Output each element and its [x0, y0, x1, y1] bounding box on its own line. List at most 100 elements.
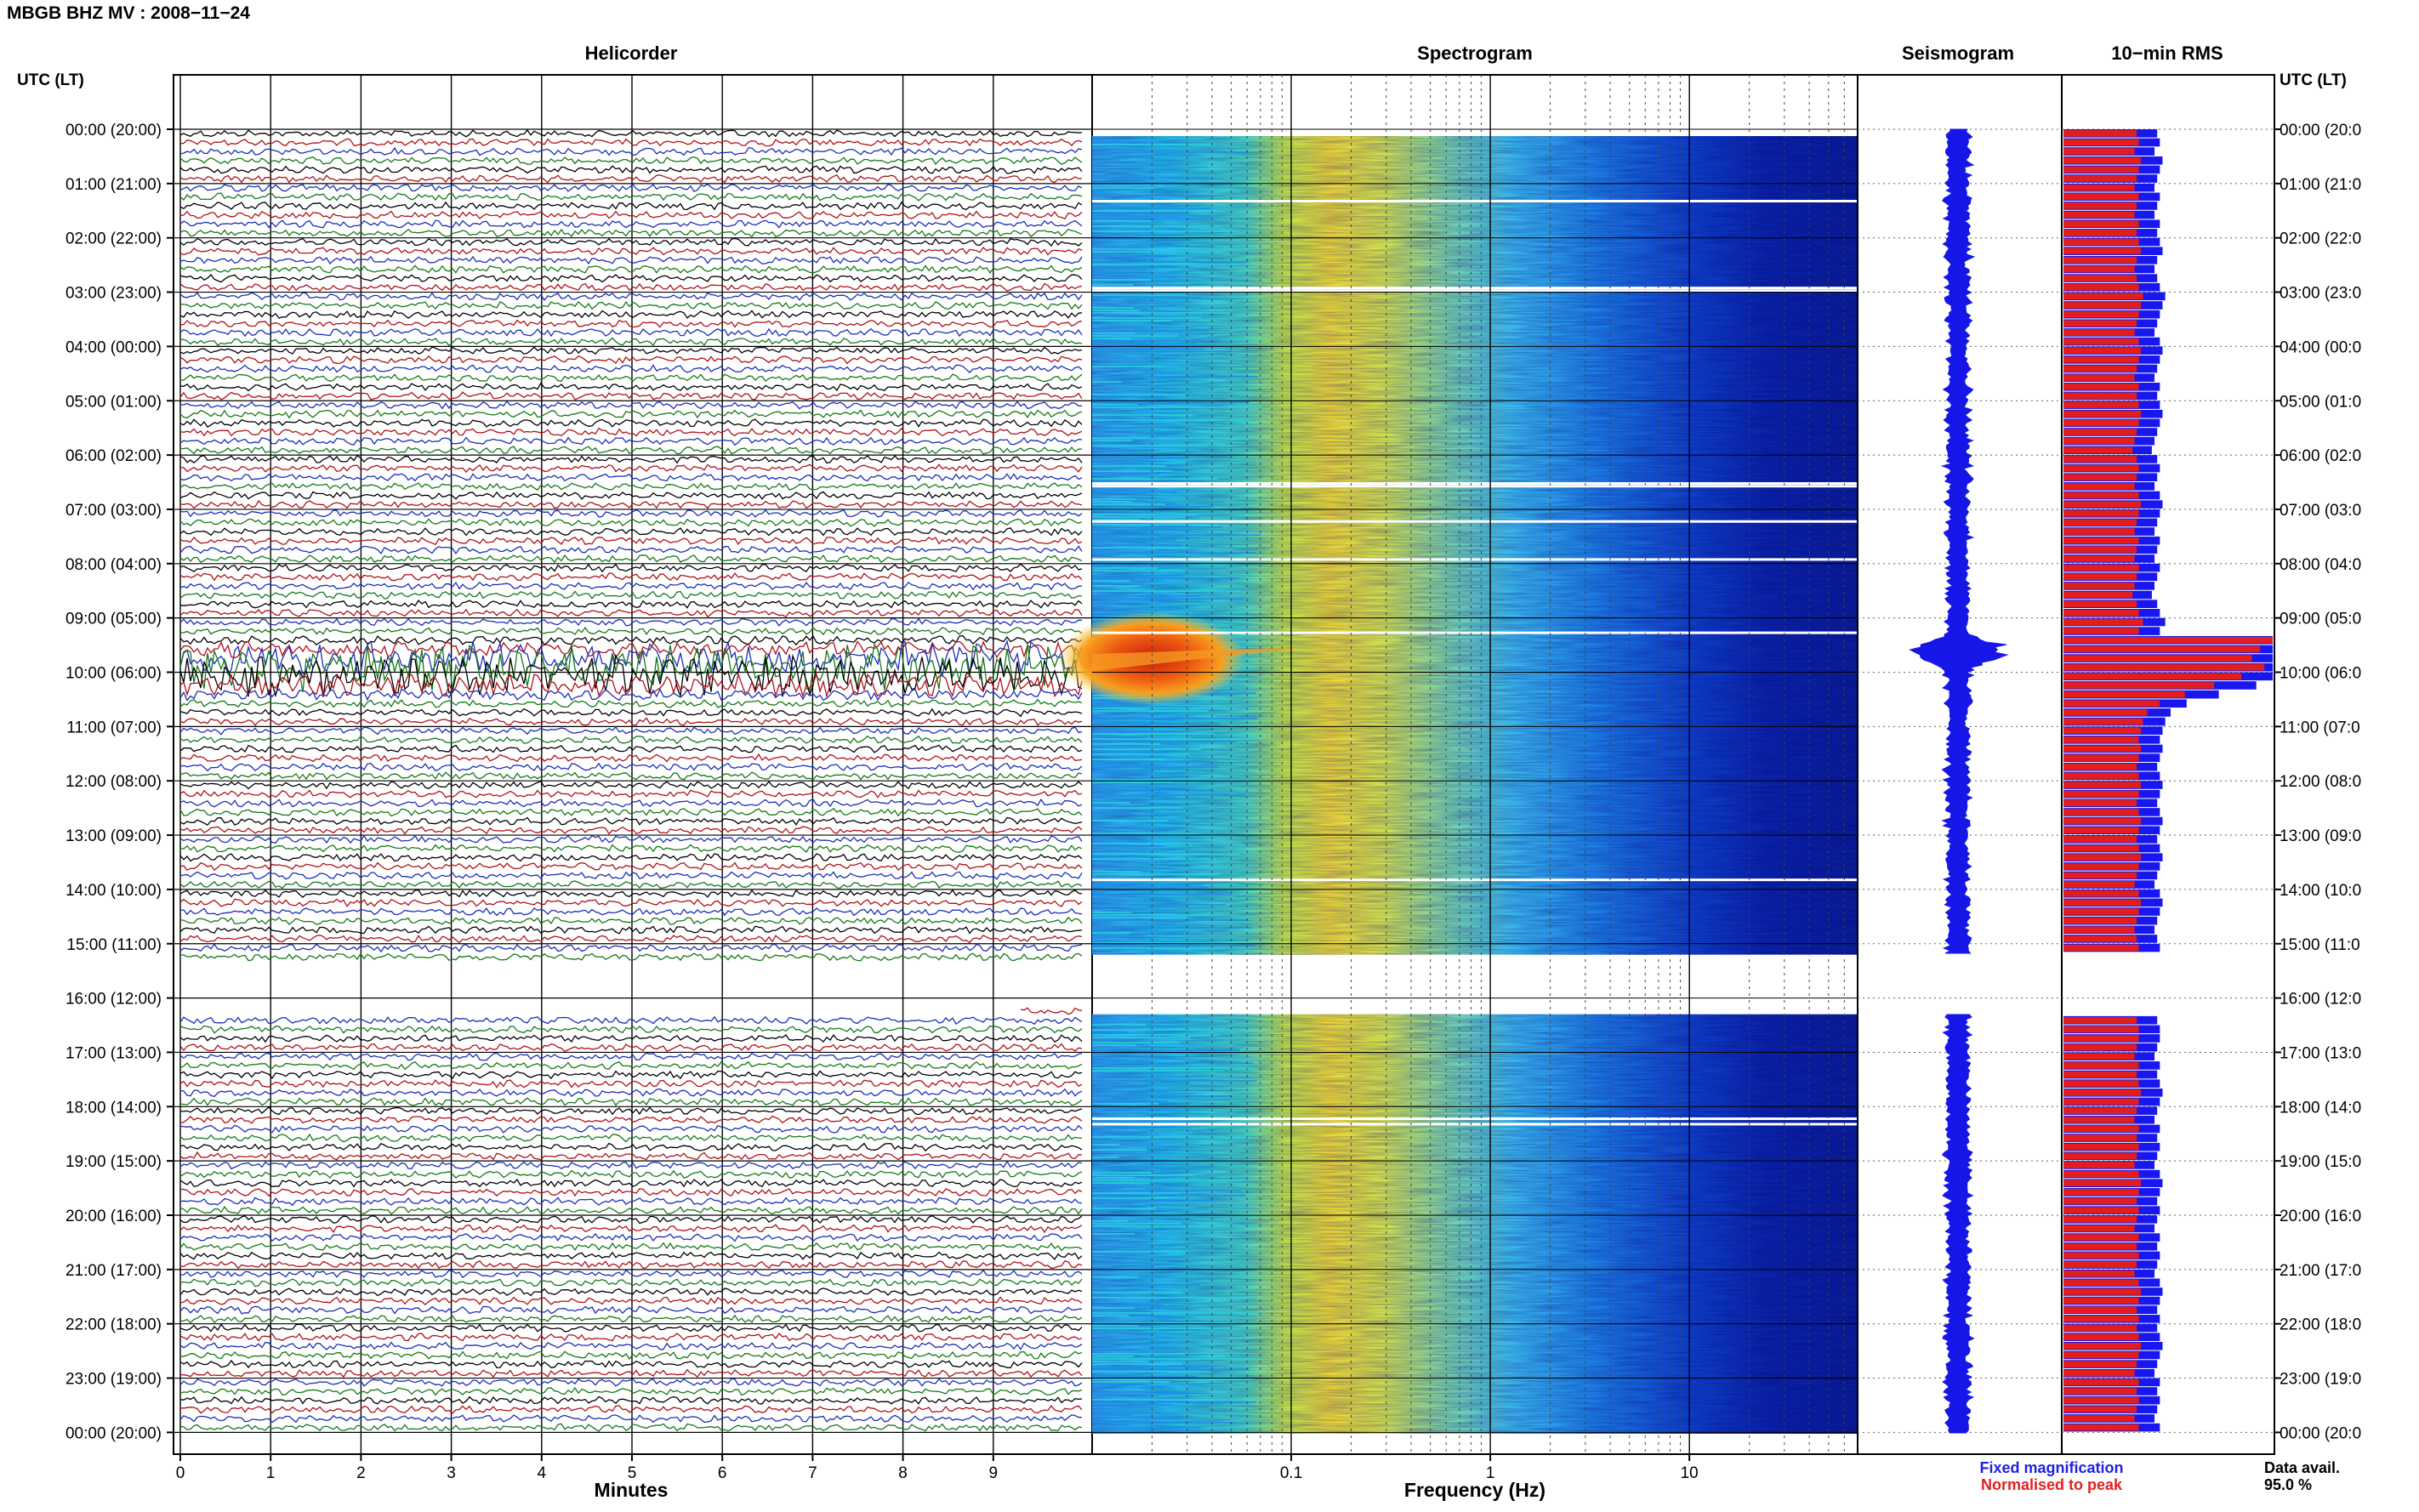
helicorder-line — [179, 1142, 1083, 1152]
helicorder-line — [179, 708, 1083, 718]
helicorder-line — [179, 527, 1083, 537]
y-tick-label-left: 23:00 (19:00) — [65, 1371, 162, 1389]
helicorder-line — [179, 210, 1083, 220]
helicorder-line — [179, 653, 1083, 698]
rms-bar-normalised — [2063, 645, 2261, 653]
helicorder-line — [179, 943, 1083, 953]
helicorder-line — [179, 473, 1083, 482]
helicorder-traces — [179, 129, 1083, 1432]
helicorder-line — [179, 1151, 1083, 1161]
helicorder-line — [179, 634, 1083, 646]
y-tick-label-left: 14:00 (10:00) — [65, 882, 162, 900]
rms-bar-normalised — [2063, 166, 2139, 173]
helicorder-line — [179, 1124, 1083, 1134]
y-tick-label-right: 00:00 (20:0 — [2280, 122, 2361, 139]
helicorder-line — [179, 346, 1083, 355]
rms-bar-normalised — [2063, 1324, 2137, 1332]
rms-bar-normalised — [2063, 1134, 2137, 1141]
rms-bar-normalised — [2063, 618, 2143, 626]
rms-bar-normalised — [2063, 709, 2148, 716]
helicorder-line — [179, 1178, 1083, 1188]
helicorder-line — [179, 255, 1083, 265]
rms-bar-normalised — [2063, 293, 2143, 300]
seismogram-title: Seismogram — [1902, 43, 2014, 64]
helicorder-line — [179, 1368, 1083, 1378]
rms-bar-normalised — [2063, 202, 2137, 209]
y-tick-label-left: 21:00 (17:00) — [65, 1262, 162, 1280]
helicorder-line — [179, 1106, 1083, 1116]
helicorder-line — [179, 1224, 1083, 1234]
helicorder-line — [179, 643, 1083, 693]
helicorder-line — [179, 219, 1083, 229]
rms-bar-normalised — [2063, 1369, 2135, 1377]
y-tick-label-right: 06:00 (02:0 — [2280, 447, 2361, 465]
helicorder-line — [179, 1251, 1083, 1260]
helicorder-line — [179, 228, 1083, 238]
helicorder-line — [179, 1242, 1083, 1252]
rms-bar-normalised — [2063, 854, 2142, 861]
helicorder-line — [179, 518, 1083, 527]
helicorder-x-tick-label: 6 — [718, 1464, 727, 1482]
helicorder-line — [179, 201, 1083, 211]
rms-bar-normalised — [2063, 193, 2139, 201]
helicorder-line — [179, 672, 1083, 699]
rms-bar-normalised — [2063, 1316, 2139, 1322]
helicorder-line — [179, 364, 1083, 374]
y-tick-label-left: 17:00 (13:00) — [65, 1044, 162, 1062]
helicorder-line — [179, 639, 1083, 678]
y-tick-label-right: 14:00 (10:0 — [2280, 882, 2361, 900]
helicorder-line — [179, 409, 1083, 419]
helicorder-line — [179, 1088, 1083, 1098]
helicorder-line — [179, 853, 1083, 862]
y-tick-label-left: 00:00 (20:00) — [65, 1424, 162, 1442]
y-tick-label-left: 22:00 (18:00) — [65, 1316, 162, 1334]
helicorder-line — [179, 1341, 1083, 1350]
y-tick-label-right: 17:00 (13:0 — [2280, 1044, 2361, 1062]
rms-bar-normalised — [2063, 817, 2142, 825]
helicorder-line — [179, 237, 1083, 247]
helicorder-line — [179, 627, 1083, 636]
helicorder-line — [179, 1296, 1083, 1305]
y-tick-label-left: 02:00 (22:00) — [65, 230, 162, 248]
rms-bar-normalised — [2063, 881, 2135, 888]
helicorder-line — [179, 717, 1083, 726]
helicorder-x-tick-label: 8 — [898, 1464, 908, 1482]
rms-bar-normalised — [2063, 700, 2160, 708]
helicorder-line — [179, 1115, 1083, 1124]
y-tick-label-right: 08:00 (04:0 — [2280, 556, 2361, 574]
helicorder-line — [179, 491, 1083, 500]
helicorder-line — [179, 319, 1083, 328]
helicorder-line — [179, 1070, 1083, 1080]
helicorder-x-tick-label: 4 — [538, 1464, 547, 1482]
rms-bar-normalised — [2063, 682, 2215, 689]
helicorder-line — [179, 1097, 1083, 1106]
rms-bar-normalised — [2063, 827, 2139, 834]
y-tick-label-left: 03:00 (23:00) — [65, 285, 162, 303]
helicorder-line — [179, 871, 1083, 880]
rms-bar-normalised — [2063, 1361, 2137, 1367]
rms-bar-normalised — [2063, 844, 2139, 852]
rms-bar-normalised — [2063, 1125, 2139, 1133]
y-tick-label-left: 01:00 (21:00) — [65, 176, 162, 194]
helicorder-line — [179, 925, 1083, 935]
rms-bar-normalised — [2063, 763, 2137, 770]
rms-bar-normalised — [2063, 374, 2135, 381]
helicorder-line — [179, 581, 1083, 591]
legend-normalised-to-peak: Normalised to peak — [1981, 1476, 2123, 1493]
rms-bar-normalised — [2063, 809, 2139, 816]
rms-bar-normalised — [2063, 139, 2139, 146]
helicorder-line — [179, 391, 1083, 401]
helicorder-line — [179, 844, 1083, 853]
helicorder-line — [179, 156, 1083, 166]
rms-bar-normalised — [2063, 600, 2137, 608]
y-tick-label-right: 09:00 (05:0 — [2280, 611, 2361, 628]
rms-bar-normalised — [2063, 799, 2137, 807]
helicorder-line — [179, 771, 1083, 781]
y-axis-label-left: UTC (LT) — [17, 71, 84, 89]
helicorder-line — [179, 1386, 1083, 1396]
rms-bar-normalised — [2063, 419, 2139, 427]
y-tick-label-right: 04:00 (00:0 — [2280, 338, 2361, 356]
y-tick-label-right: 00:00 (20:0 — [2280, 1424, 2361, 1442]
rms-bar-normalised — [2063, 184, 2135, 191]
rms-bar-normalised — [2063, 655, 2252, 662]
